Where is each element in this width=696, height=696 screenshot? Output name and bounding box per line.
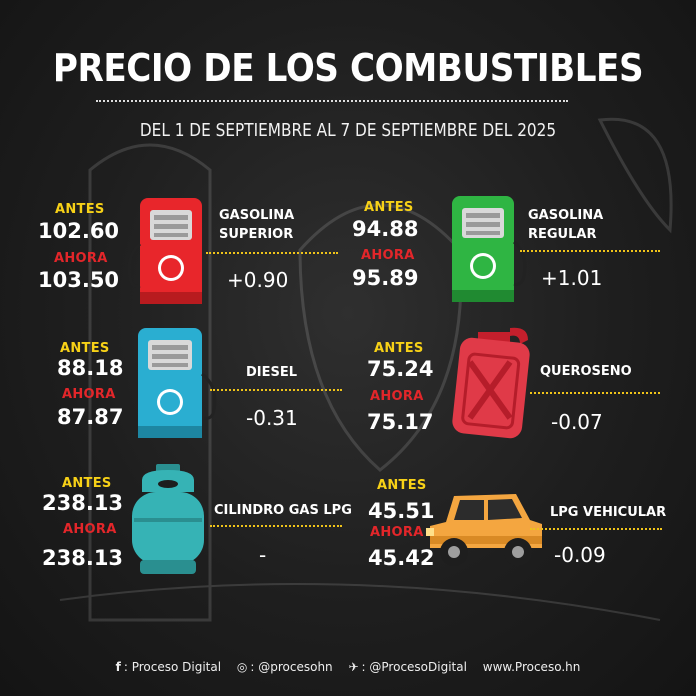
footer-instagram[interactable]: ◎: @procesohn [236,660,333,674]
fuel-name-queroseno: QUEROSENO [540,364,632,379]
antes-label: ANTES [60,341,110,356]
ahora-label: AHORA [370,389,424,404]
twitter-icon: ✈ [348,660,359,674]
blue-fuel-pump-icon [138,328,217,438]
antes-price-cilindro-gas-lpg: 238.13 [42,491,124,515]
ahora-label: AHORA [63,522,117,537]
red-fuel-pump-icon [127,198,202,304]
footer: f: Proceso Digital ◎: @procesohn ✈: @Pro… [0,660,696,674]
dotted-divider [210,525,342,527]
fuel-name-diesel: DIESEL [246,365,298,380]
antes-label: ANTES [374,341,424,356]
antes-price-gasolina-regular: 94.88 [352,217,419,241]
fuel-name-cilindro-gas-lpg: CILINDRO GAS LPG [214,503,352,518]
facebook-icon: f [115,660,121,674]
ahora-label: AHORA [62,387,116,402]
dotted-divider [530,528,662,530]
delta-cilindro-gas-lpg: - [259,543,267,567]
ahora-price-queroseno: 75.17 [367,410,434,434]
ahora-label: AHORA [370,525,424,540]
dotted-divider [530,392,660,394]
antes-label: ANTES [55,202,105,217]
antes-label: ANTES [377,478,427,493]
green-fuel-pump-icon [452,196,527,302]
fuel-name-line2: REGULAR [528,227,597,242]
gas-cylinder-icon [132,464,204,574]
page-title: PRECIO DE LOS COMBUSTIBLES [52,46,644,90]
instagram-handle: @procesohn [258,660,333,674]
fuel-name-line2: SUPERIOR [219,227,294,242]
footer-facebook[interactable]: f: Proceso Digital [115,660,222,674]
fuel-name-line1: GASOLINA [528,208,604,223]
delta-diesel: -0.31 [246,406,298,430]
delta-gasolina-regular: +1.01 [541,266,603,290]
dotted-divider [520,250,660,252]
antes-price-diesel: 88.18 [57,356,124,380]
footer-website[interactable]: www.Proceso.hn [482,660,581,674]
fuel-name-gasolina-superior: GASOLINA SUPERIOR [219,206,294,244]
dotted-divider [206,252,338,254]
twitter-handle: @ProcesoDigital [369,660,467,674]
ahora-label: AHORA [54,251,108,266]
footer-twitter[interactable]: ✈: @ProcesoDigital [348,660,467,674]
delta-queroseno: -0.07 [551,410,603,434]
delta-lpg-vehicular: -0.09 [554,543,606,567]
ahora-price-diesel: 87.87 [57,405,124,429]
ahora-price-cilindro-gas-lpg: 238.13 [42,546,124,570]
antes-label: ANTES [62,476,112,491]
page-subtitle: DEL 1 DE SEPTIEMBRE AL 7 DE SEPTIEMBRE D… [139,120,557,141]
title-divider [96,100,568,102]
fuel-name-lpg-vehicular: LPG VEHICULAR [550,505,667,520]
dotted-divider [210,389,342,391]
fuel-name-gasolina-regular: GASOLINA REGULAR [528,206,603,244]
antes-price-gasolina-superior: 102.60 [38,219,120,243]
ahora-label: AHORA [361,248,415,263]
ahora-price-gasolina-regular: 95.89 [352,266,419,290]
antes-label: ANTES [364,200,414,215]
ahora-price-gasolina-superior: 103.50 [38,268,120,292]
facebook-handle: Proceso Digital [131,660,222,674]
ahora-price-lpg-vehicular: 45.42 [368,546,435,570]
antes-price-queroseno: 75.24 [367,357,434,381]
delta-gasolina-superior: +0.90 [227,268,289,292]
orange-car-icon [426,494,542,566]
red-jerrycan-icon [452,327,530,439]
instagram-icon: ◎ [236,660,248,674]
fuel-name-line1: GASOLINA [219,208,295,223]
antes-price-lpg-vehicular: 45.51 [368,499,435,523]
